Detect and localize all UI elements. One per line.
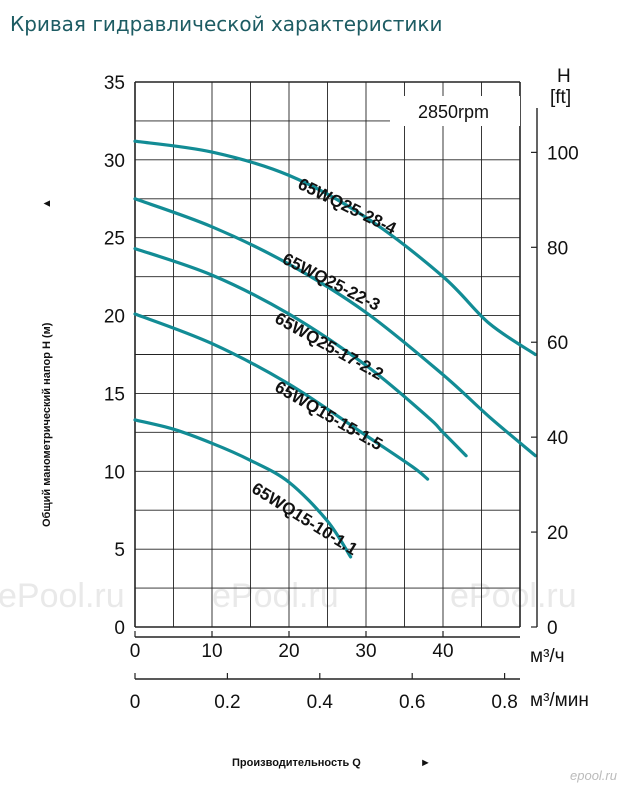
curve-label: 65WQ15-10-1.1 xyxy=(248,479,361,559)
x-tick-label: 10 xyxy=(201,641,222,662)
x2-tick-label: 0.2 xyxy=(214,692,240,713)
y-tick-label: 0 xyxy=(114,618,125,639)
curve-label: 65WQ25-22-3 xyxy=(279,249,383,314)
curve-3 xyxy=(133,247,468,458)
y-tick-label: 30 xyxy=(104,151,125,172)
curve-label: 65WQ25-28-4 xyxy=(295,174,400,238)
y-axis-arrow: ▲ xyxy=(41,198,53,209)
curve-1 xyxy=(133,139,537,357)
y-tick-label: 5 xyxy=(114,540,125,561)
x-axis-ticks: 0 10 20 30 40 xyxy=(130,631,520,662)
curves xyxy=(133,139,537,559)
x-axis-arrow: ► xyxy=(420,757,431,769)
curve-5 xyxy=(133,418,353,559)
x-axis-label: Производительность Q xyxy=(232,757,361,769)
y-tick-label: 20 xyxy=(104,307,125,328)
grid xyxy=(134,81,521,628)
page-title: Кривая гидравлической характеристики xyxy=(10,12,443,36)
rpm-annotation: 2850rpm xyxy=(418,102,489,122)
x-tick-label: 20 xyxy=(278,641,299,662)
annotation-box xyxy=(390,96,520,126)
y-tick-label: 35 xyxy=(104,73,125,94)
y2-label-unit: [ft] xyxy=(550,87,571,108)
x2-tick-label: 0.6 xyxy=(399,692,425,713)
y2-tick-label: 80 xyxy=(547,238,568,259)
y-tick-label: 15 xyxy=(104,384,125,405)
y-axis-label: Общий манометрический напор H (м) xyxy=(41,322,53,527)
y2-axis-ticks: 0 20 40 60 80 100 xyxy=(531,108,579,639)
watermark: ePool.ru xyxy=(212,577,339,615)
curve-2 xyxy=(133,197,537,458)
y-tick-label: 25 xyxy=(104,229,125,250)
y2-tick-label: 0 xyxy=(547,618,558,639)
x2-tick-label: 0.4 xyxy=(307,692,334,713)
watermark: ePool.ru xyxy=(0,577,125,615)
y2-tick-label: 60 xyxy=(547,333,568,354)
curve-4 xyxy=(133,312,430,481)
watermark: ePool.ru xyxy=(450,577,577,615)
x-tick-label: 0 xyxy=(130,641,141,662)
x-unit-label: м³/ч xyxy=(530,646,565,667)
y-axis-ticks: 0 5 10 15 20 25 30 35 xyxy=(104,73,125,639)
x-tick-label: 40 xyxy=(432,641,453,662)
x-tick-label: 30 xyxy=(355,641,376,662)
y2-tick-label: 40 xyxy=(547,428,568,449)
curve-labels: 65WQ25-28-465WQ25-22-365WQ25-17-2.265WQ1… xyxy=(248,174,399,559)
y2-tick-label: 100 xyxy=(547,143,579,164)
y-tick-label: 10 xyxy=(104,462,125,483)
y2-tick-label: 20 xyxy=(547,523,568,544)
x2-tick-label: 0.8 xyxy=(491,692,517,713)
x2-tick-label: 0 xyxy=(130,692,141,713)
x2-unit-label: м³/мин xyxy=(530,690,589,711)
y2-label-top: H xyxy=(557,66,571,87)
x2-axis-ticks: 0 0.2 0.4 0.6 0.8 xyxy=(130,673,520,713)
corner-watermark: epool.ru xyxy=(570,768,617,783)
